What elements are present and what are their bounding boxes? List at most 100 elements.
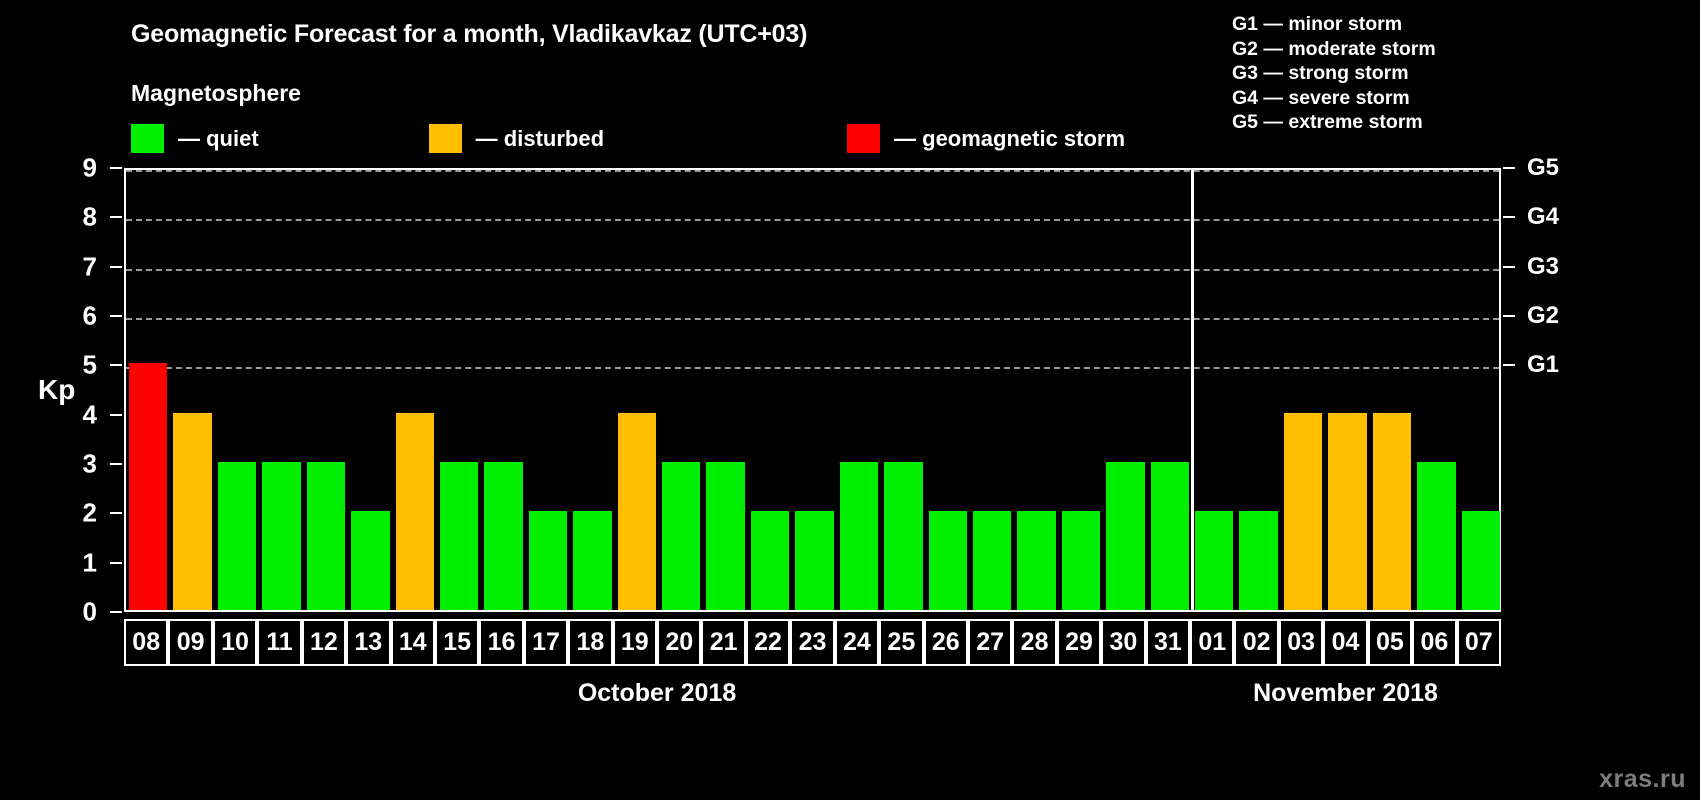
day-label-24[interactable]: 24 (834, 619, 880, 666)
day-label-05[interactable]: 05 (1367, 619, 1413, 666)
day-label-text: 28 (1020, 628, 1049, 656)
day-label-26[interactable]: 26 (923, 619, 968, 666)
day-label-07[interactable]: 07 (1456, 619, 1501, 666)
day-label-21[interactable]: 21 (701, 619, 746, 666)
page-title: Geomagnetic Forecast for a month, Vladik… (131, 20, 808, 48)
y-tick-mark-9 (110, 167, 122, 169)
day-label-06[interactable]: 06 (1412, 619, 1457, 666)
day-label-14[interactable]: 14 (390, 619, 435, 666)
day-label-29[interactable]: 29 (1056, 619, 1102, 666)
bar-day-16[interactable] (484, 462, 523, 610)
day-label-11[interactable]: 11 (257, 619, 302, 666)
bar-day-29[interactable] (1061, 511, 1101, 610)
y-tick-mark-6 (110, 315, 122, 317)
bar-day-14[interactable] (395, 412, 434, 610)
bar-day-11[interactable] (262, 462, 301, 610)
bar-day-20[interactable] (662, 462, 701, 610)
day-label-02[interactable]: 02 (1234, 619, 1279, 666)
bar-day-21[interactable] (706, 462, 745, 610)
y-axis-kp: 0 1 2 3 4 5 6 7 8 9 (0, 153, 124, 627)
day-label-03[interactable]: 03 (1278, 619, 1324, 666)
bar-day-18[interactable] (573, 511, 612, 610)
bar-day-03[interactable] (1283, 412, 1323, 610)
bar-day-15[interactable] (439, 462, 479, 610)
day-label-text: 05 (1376, 628, 1404, 656)
bar-day-05[interactable] (1372, 412, 1412, 610)
g-tick-label-G5: G5 (1527, 154, 1560, 181)
bar-day-19[interactable] (617, 412, 657, 610)
day-label-text: 29 (1065, 628, 1093, 656)
day-label-text: 19 (620, 628, 649, 656)
y-tick-mark-1 (110, 561, 122, 564)
day-label-01[interactable]: 01 (1190, 619, 1235, 666)
day-label-text: 12 (309, 628, 338, 656)
day-label-text: 22 (754, 628, 782, 656)
day-label-text: 20 (665, 628, 694, 656)
g-tick-label-G1: G1 (1527, 351, 1560, 379)
bar-day-07[interactable] (1461, 511, 1500, 610)
day-label-text: 14 (398, 628, 427, 656)
day-label-23[interactable]: 23 (790, 619, 835, 666)
bars-layer (126, 170, 1500, 610)
y-tick-mark-7 (110, 265, 122, 268)
bar-day-04[interactable] (1328, 412, 1367, 610)
day-label-13[interactable]: 13 (346, 619, 391, 666)
g-legend-line-5: G5 — extreme storm (1232, 111, 1423, 134)
g-tick-label-G4: G4 (1527, 203, 1560, 231)
y-tick-label-3: 3 (82, 448, 97, 479)
bar-day-24[interactable] (839, 462, 879, 610)
gridline-kp-5 (126, 367, 1499, 370)
plot-inner (126, 168, 1500, 612)
day-label-10[interactable]: 10 (212, 619, 258, 666)
bar-day-09[interactable] (173, 412, 212, 610)
month-caption-1: October 2018 (577, 679, 737, 707)
legend-label: — quiet (178, 125, 259, 151)
bar-day-30[interactable] (1106, 462, 1145, 610)
day-label-22[interactable]: 22 (745, 619, 791, 666)
bar-day-13[interactable] (351, 511, 390, 610)
day-label-30[interactable]: 30 (1101, 619, 1146, 666)
legend-swatch-icon (131, 124, 164, 153)
bar-day-10[interactable] (217, 462, 257, 610)
bar-day-28[interactable] (1017, 511, 1056, 610)
bar-day-06[interactable] (1417, 462, 1456, 610)
day-label-15[interactable]: 15 (434, 619, 480, 666)
day-label-20[interactable]: 20 (657, 619, 702, 666)
legend-label: — disturbed (475, 125, 605, 151)
g-scale-legend: G1 — minor storm G2 — moderate storm G3 — … (1232, 12, 1436, 135)
day-label-19[interactable]: 19 (612, 619, 658, 666)
day-label-31[interactable]: 31 (1145, 619, 1191, 666)
day-label-17[interactable]: 17 (523, 619, 569, 666)
day-label-27[interactable]: 27 (967, 619, 1013, 666)
bar-day-17[interactable] (528, 511, 568, 610)
bar-day-22[interactable] (750, 511, 790, 610)
day-label-09[interactable]: 09 (168, 619, 213, 666)
day-label-25[interactable]: 25 (879, 619, 924, 666)
day-label-08[interactable]: 08 (124, 619, 169, 666)
y-axis-gscale: G1 G2 G3 G4 G5 (1501, 154, 1700, 612)
day-label-28[interactable]: 28 (1012, 619, 1057, 666)
day-label-12[interactable]: 12 (301, 619, 347, 666)
bar-day-08[interactable] (129, 363, 168, 610)
y-tick-mark-4 (110, 413, 122, 416)
g-tick-mark-G3 (1503, 265, 1515, 268)
bar-day-02[interactable] (1239, 511, 1278, 610)
bar-day-27[interactable] (972, 511, 1012, 610)
day-label-text: 03 (1287, 628, 1315, 656)
day-label-text: 09 (176, 628, 205, 656)
g-legend-line-4: G4 — severe storm (1232, 86, 1410, 109)
bar-day-12[interactable] (306, 462, 346, 610)
y-tick-label-2: 2 (82, 497, 97, 528)
day-label-18[interactable]: 18 (568, 619, 613, 666)
day-label-04[interactable]: 04 (1323, 619, 1368, 666)
month-divider-line (1190, 168, 1194, 612)
bar-day-01[interactable] (1195, 511, 1234, 610)
day-label-text: 08 (132, 628, 161, 656)
bar-day-25[interactable] (884, 462, 923, 610)
y-tick-mark-3 (110, 463, 122, 465)
bar-day-31[interactable] (1150, 462, 1190, 610)
bar-day-26[interactable] (928, 511, 967, 610)
bar-day-23[interactable] (795, 511, 834, 610)
day-label-16[interactable]: 16 (479, 619, 524, 666)
day-label-text: 31 (1153, 628, 1182, 656)
